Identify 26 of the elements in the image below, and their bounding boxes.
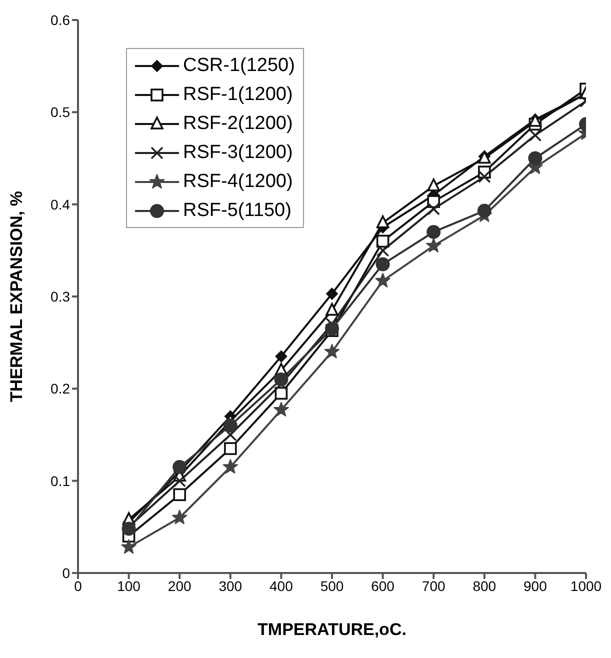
x-tick-label: 700 [422,578,446,594]
x-tick-label: 500 [320,578,344,594]
legend-label: RSF-2(1200) [183,112,293,134]
y-tick-label: 0.4 [50,196,70,212]
legend-label: CSR-1(1250) [183,54,295,76]
x-axis-title: TMPERATURE,oC. [258,620,406,639]
x-tick-label: 900 [524,578,548,594]
legend-label: RSF-1(1200) [183,84,293,106]
x-tick-label: 200 [168,578,192,594]
legend-label: RSF-4(1200) [183,170,293,192]
x-tick-label: 800 [472,578,496,594]
y-tick-label: 0.2 [50,380,70,397]
x-tick-label: 600 [371,578,395,594]
y-tick-label: 0.3 [50,288,70,304]
legend-label: RSF-3(1200) [183,142,293,164]
legend-label: RSF-5(1150) [183,200,292,222]
y-tick-label: 0.6 [50,12,70,28]
x-tick-label: 0 [74,578,82,594]
y-tick-label: 0 [62,564,70,581]
x-tick-label: 300 [218,578,242,594]
x-tick-label: 1000 [570,578,602,594]
y-tick-label: 0.1 [50,472,70,489]
x-tick-label: 100 [117,578,141,594]
x-tick-label: 400 [270,578,294,594]
y-tick-label: 0.5 [50,104,70,120]
y-axis-title: THERMAL EXPANSION, % [7,191,26,402]
